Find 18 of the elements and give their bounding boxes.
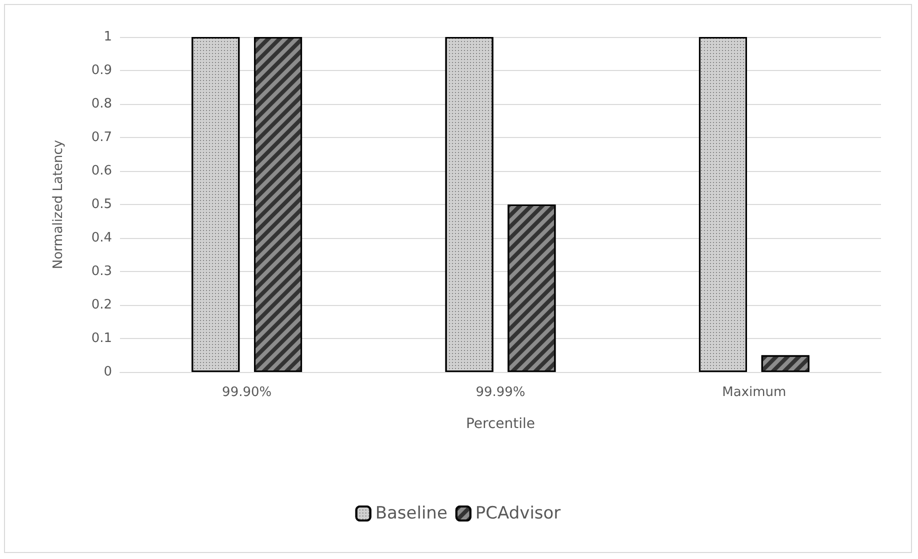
- x-tick-label: 99.99%: [476, 385, 526, 400]
- legend-label: PCAdvisor: [475, 504, 561, 524]
- y-tick-label: 0.2: [91, 298, 112, 312]
- y-tick-label: 0.1: [91, 331, 112, 346]
- y-tick-label: 0: [104, 364, 112, 380]
- y-tick-label: 0.7: [91, 130, 112, 145]
- y-axis-title: Normalized Latency: [51, 140, 66, 270]
- y-tick-label: 0.5: [91, 197, 112, 212]
- y-tick-label: 0.8: [91, 96, 112, 112]
- legend-label: Baseline: [375, 504, 448, 524]
- y-tick-label: 1: [104, 30, 112, 44]
- x-tick-label: Maximum: [722, 385, 786, 400]
- y-tick-label: 0.6: [91, 164, 112, 178]
- y-tick-label: 0.9: [91, 63, 112, 78]
- y-tick-label: 0.3: [91, 264, 112, 279]
- y-tick-label: 0.4: [91, 230, 112, 246]
- x-tick-label: 99.90%: [222, 385, 272, 400]
- x-axis-title: Percentile: [466, 416, 536, 432]
